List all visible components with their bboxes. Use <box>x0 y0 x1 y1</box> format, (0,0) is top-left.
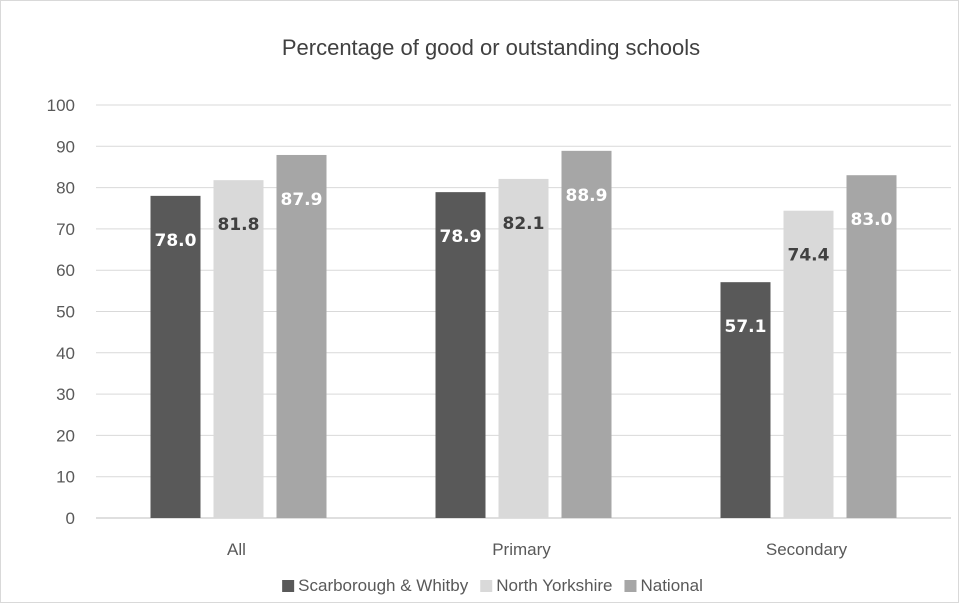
data-label: 74.4 <box>788 246 830 266</box>
bar <box>846 175 897 518</box>
data-label: 57.1 <box>725 317 767 337</box>
data-labels: 78.0 81.8 87.9 78.9 82.1 88.9 57.1 74.4 83.0 <box>155 186 893 337</box>
legend-swatch <box>480 580 493 592</box>
y-tick-label: 50 <box>56 303 75 322</box>
bars <box>150 150 897 519</box>
legend-item: Scarborough & Whitby <box>282 576 469 595</box>
legend: Scarborough & Whitby North Yorkshire Natio… <box>282 576 703 595</box>
data-label: 88.9 <box>566 186 608 206</box>
legend-label: Scarborough & Whitby <box>298 576 469 595</box>
data-label: 78.9 <box>440 227 482 247</box>
bar <box>276 154 327 518</box>
legend-swatch <box>282 580 295 592</box>
bar <box>435 192 486 518</box>
bar <box>498 178 549 518</box>
legend-item: National <box>624 576 703 595</box>
data-label: 87.9 <box>281 190 323 210</box>
bar <box>150 195 201 519</box>
legend-label: National <box>640 576 702 595</box>
bar <box>783 210 834 518</box>
legend-label: North Yorkshire <box>496 576 612 595</box>
y-tick-label: 20 <box>56 426 75 445</box>
y-tick-label: 10 <box>56 468 75 487</box>
y-tick-label: 40 <box>56 344 75 363</box>
bar <box>720 282 771 518</box>
chart-title: Percentage of good or outstanding school… <box>281 35 701 60</box>
data-label: 82.1 <box>503 214 545 234</box>
category-label: All <box>227 540 246 559</box>
data-label: 81.8 <box>218 215 260 235</box>
category-label: Secondary <box>766 540 848 559</box>
bar <box>561 150 612 518</box>
y-tick-label: 0 <box>66 509 75 528</box>
x-axis-categories: All Primary Secondary <box>227 540 848 559</box>
y-axis-ticks: 0 10 20 30 40 50 60 70 80 90 100 <box>47 96 75 528</box>
y-tick-label: 30 <box>56 385 75 404</box>
category-label: Primary <box>492 540 551 559</box>
data-label: 78.0 <box>155 231 197 251</box>
y-tick-label: 100 <box>47 96 75 115</box>
data-label: 83.0 <box>851 210 893 230</box>
legend-swatch <box>624 580 637 592</box>
bar <box>213 180 264 518</box>
y-tick-label: 90 <box>56 137 75 156</box>
y-tick-label: 70 <box>56 220 75 239</box>
legend-item: North Yorkshire <box>480 576 612 595</box>
y-tick-label: 80 <box>56 179 75 198</box>
y-tick-label: 60 <box>56 261 75 280</box>
